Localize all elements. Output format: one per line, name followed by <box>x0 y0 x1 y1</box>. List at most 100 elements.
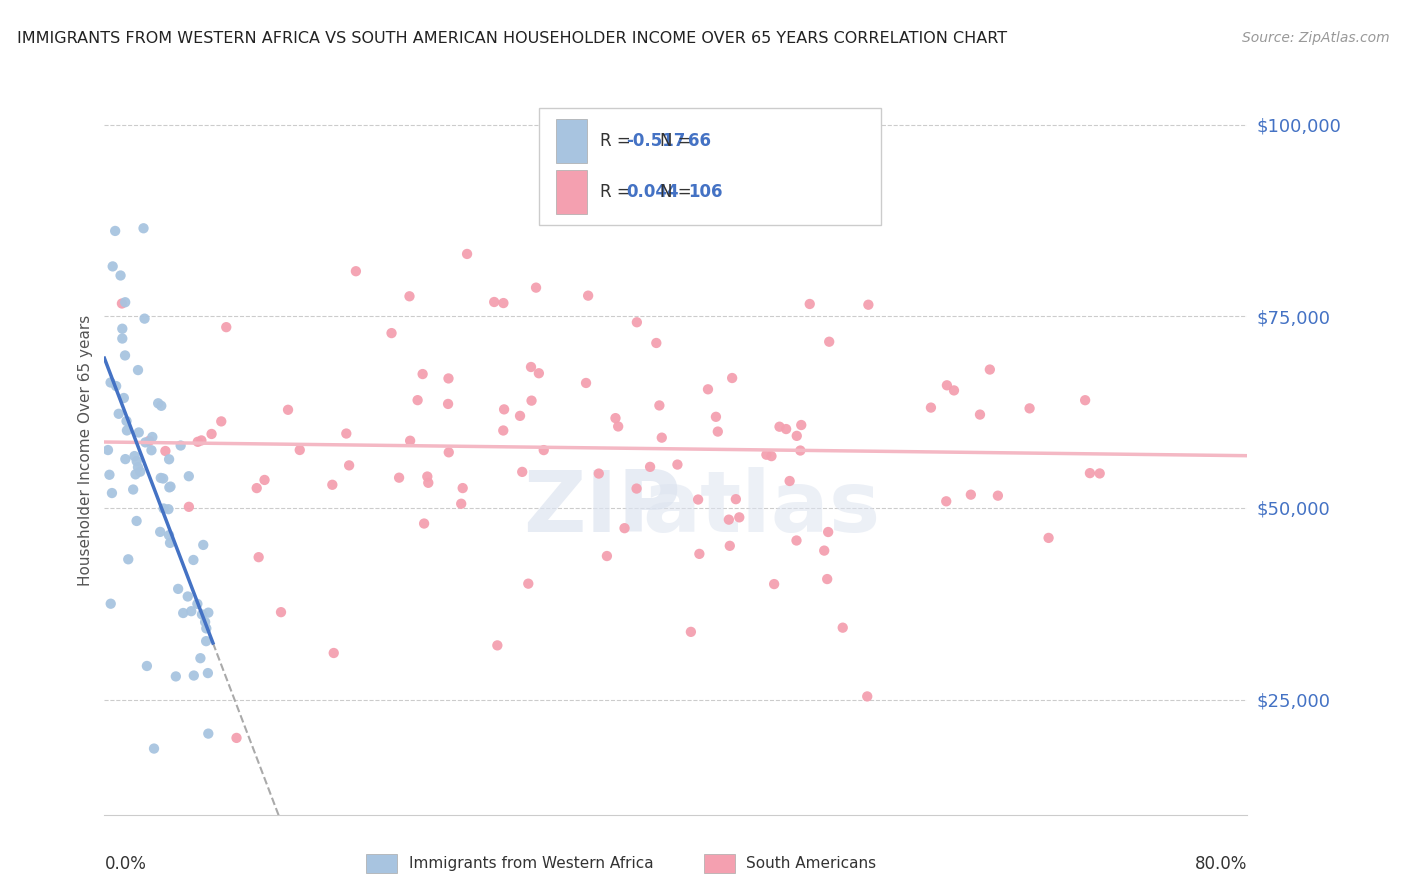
Text: 106: 106 <box>688 183 723 201</box>
Point <box>197 606 219 620</box>
Point <box>125 514 148 528</box>
Point <box>98 467 121 482</box>
Point <box>105 379 128 393</box>
Point <box>100 597 122 611</box>
Point <box>277 402 299 417</box>
Text: N =: N = <box>661 132 697 150</box>
Point <box>125 454 148 468</box>
Text: R =: R = <box>600 183 637 201</box>
Point <box>114 295 136 310</box>
Point <box>146 396 169 410</box>
Point <box>717 513 740 527</box>
Point <box>679 624 702 639</box>
Point <box>149 524 172 539</box>
Point <box>172 606 194 620</box>
Point <box>987 489 1010 503</box>
Text: Immigrants from Western Africa: Immigrants from Western Africa <box>409 856 654 871</box>
Point <box>169 438 191 452</box>
Point <box>200 427 222 442</box>
Point <box>177 469 200 483</box>
Point <box>979 362 1001 376</box>
Point <box>247 550 270 565</box>
Point <box>418 475 440 490</box>
Point <box>688 492 710 507</box>
Point <box>450 497 472 511</box>
Point <box>482 295 505 310</box>
Point <box>492 424 515 438</box>
Point <box>135 659 157 673</box>
Point <box>165 669 187 683</box>
Point <box>605 411 627 425</box>
Point <box>270 605 292 619</box>
Point <box>1088 467 1111 481</box>
Point <box>786 429 808 443</box>
Point <box>134 435 156 450</box>
Point <box>167 582 190 596</box>
Point <box>813 543 835 558</box>
Point <box>159 479 181 493</box>
Point <box>413 516 436 531</box>
Point <box>114 348 136 362</box>
Text: 0.044: 0.044 <box>626 183 679 201</box>
Point <box>960 488 983 502</box>
Point <box>97 443 120 458</box>
Point <box>755 448 778 462</box>
Point <box>533 443 555 458</box>
Point <box>588 467 610 481</box>
Point <box>406 393 429 408</box>
Point <box>141 430 163 444</box>
Point <box>193 538 215 552</box>
Point <box>721 371 744 385</box>
Point <box>100 376 122 390</box>
Point <box>186 597 208 611</box>
Point <box>114 452 136 467</box>
Point <box>935 494 957 508</box>
Point <box>818 334 841 349</box>
Point <box>626 482 648 496</box>
Point <box>152 501 174 516</box>
Point <box>191 607 214 622</box>
Point <box>337 458 360 473</box>
Point <box>127 460 149 475</box>
Point <box>969 408 991 422</box>
Point <box>666 458 689 472</box>
Point <box>194 615 217 629</box>
Point <box>183 668 205 682</box>
Point <box>107 407 129 421</box>
Point <box>209 414 232 428</box>
Text: 80.0%: 80.0% <box>1195 855 1247 872</box>
Point <box>520 359 543 374</box>
Point <box>943 384 966 398</box>
Point <box>779 474 801 488</box>
Point <box>138 434 160 448</box>
Point <box>111 296 134 310</box>
Text: Source: ZipAtlas.com: Source: ZipAtlas.com <box>1241 31 1389 45</box>
Text: IMMIGRANTS FROM WESTERN AFRICA VS SOUTH AMERICAN HOUSEHOLDER INCOME OVER 65 YEAR: IMMIGRANTS FROM WESTERN AFRICA VS SOUTH … <box>17 31 1007 46</box>
Point <box>157 502 180 516</box>
Point <box>122 483 145 497</box>
Point <box>761 449 783 463</box>
Point <box>132 221 155 235</box>
Point <box>157 480 180 494</box>
Point <box>335 426 357 441</box>
Point <box>134 311 156 326</box>
Point <box>149 471 172 485</box>
Point <box>509 409 531 423</box>
Point <box>596 549 619 563</box>
Point <box>520 393 543 408</box>
Point <box>638 459 661 474</box>
Text: atlas: atlas <box>643 467 880 550</box>
Point <box>110 268 132 283</box>
Text: N =: N = <box>661 183 697 201</box>
Point <box>1078 466 1101 480</box>
Point <box>197 726 219 740</box>
Point <box>524 280 547 294</box>
Point <box>648 399 671 413</box>
Point <box>607 419 630 434</box>
Point <box>823 177 845 191</box>
Point <box>225 731 247 745</box>
Text: ZIP: ZIP <box>523 467 681 550</box>
Point <box>124 467 146 482</box>
Point <box>380 326 402 340</box>
Point <box>399 434 422 448</box>
